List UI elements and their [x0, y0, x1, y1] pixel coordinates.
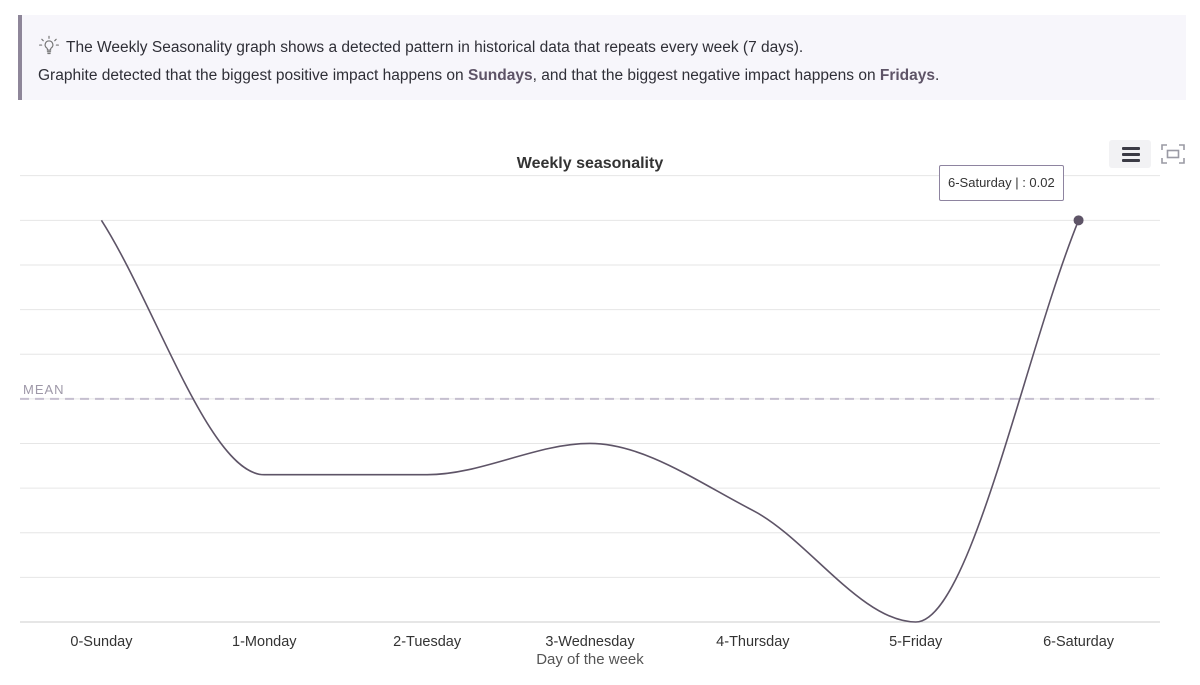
info-line-2: Graphite detected that the biggest posit…: [38, 62, 1186, 90]
fullscreen-button[interactable]: [1160, 143, 1186, 165]
hamburger-menu-icon-bar: [1122, 153, 1140, 156]
x-tick-label: 1-Monday: [232, 634, 297, 650]
x-tick-label: 2-Tuesday: [393, 634, 462, 650]
negative-day-highlight: Fridays: [879, 67, 936, 84]
chart-tooltip: 6-Saturday | : 0.02: [939, 165, 1064, 201]
x-tick-label: 0-Sunday: [70, 634, 133, 650]
highlighted-point[interactable]: [1073, 215, 1084, 226]
chart-title: Weekly seasonality: [517, 155, 664, 172]
info-line-1: The Weekly Seasonality graph shows a det…: [38, 34, 1186, 62]
x-tick-label: 5-Friday: [889, 634, 943, 650]
x-axis-title: Day of the week: [536, 651, 644, 668]
positive-day-highlight: Sundays: [467, 67, 533, 84]
fullscreen-icon: [1161, 144, 1185, 164]
mean-label: MEAN: [23, 382, 65, 397]
hamburger-menu-icon: [1122, 147, 1140, 150]
series-group: [100, 215, 1084, 623]
chart-menu-button[interactable]: [1109, 140, 1151, 168]
info-text-2-middle: , and that the biggest negative impact h…: [532, 67, 880, 84]
info-text-2-after: .: [935, 67, 940, 84]
x-tick-label: 6-Saturday: [1043, 634, 1115, 650]
x-axis: 0-Sunday 1-Monday 2-Tuesday 3-Wednesday 4-Th…: [70, 634, 1114, 650]
x-tick-label: 3-Wednesday: [545, 634, 635, 650]
info-text-1: The Weekly Seasonality graph shows a det…: [66, 39, 804, 56]
info-text-2-before: Graphite detected that the biggest posit…: [38, 67, 468, 84]
mean-line-group: MEAN: [20, 382, 1160, 400]
info-banner: The Weekly Seasonality graph shows a det…: [18, 15, 1186, 100]
hamburger-menu-icon-bar: [1122, 159, 1140, 162]
x-tick-label: 4-Thursday: [716, 634, 790, 650]
series-line: [100, 219, 1080, 623]
lightbulb-icon: [39, 35, 59, 55]
